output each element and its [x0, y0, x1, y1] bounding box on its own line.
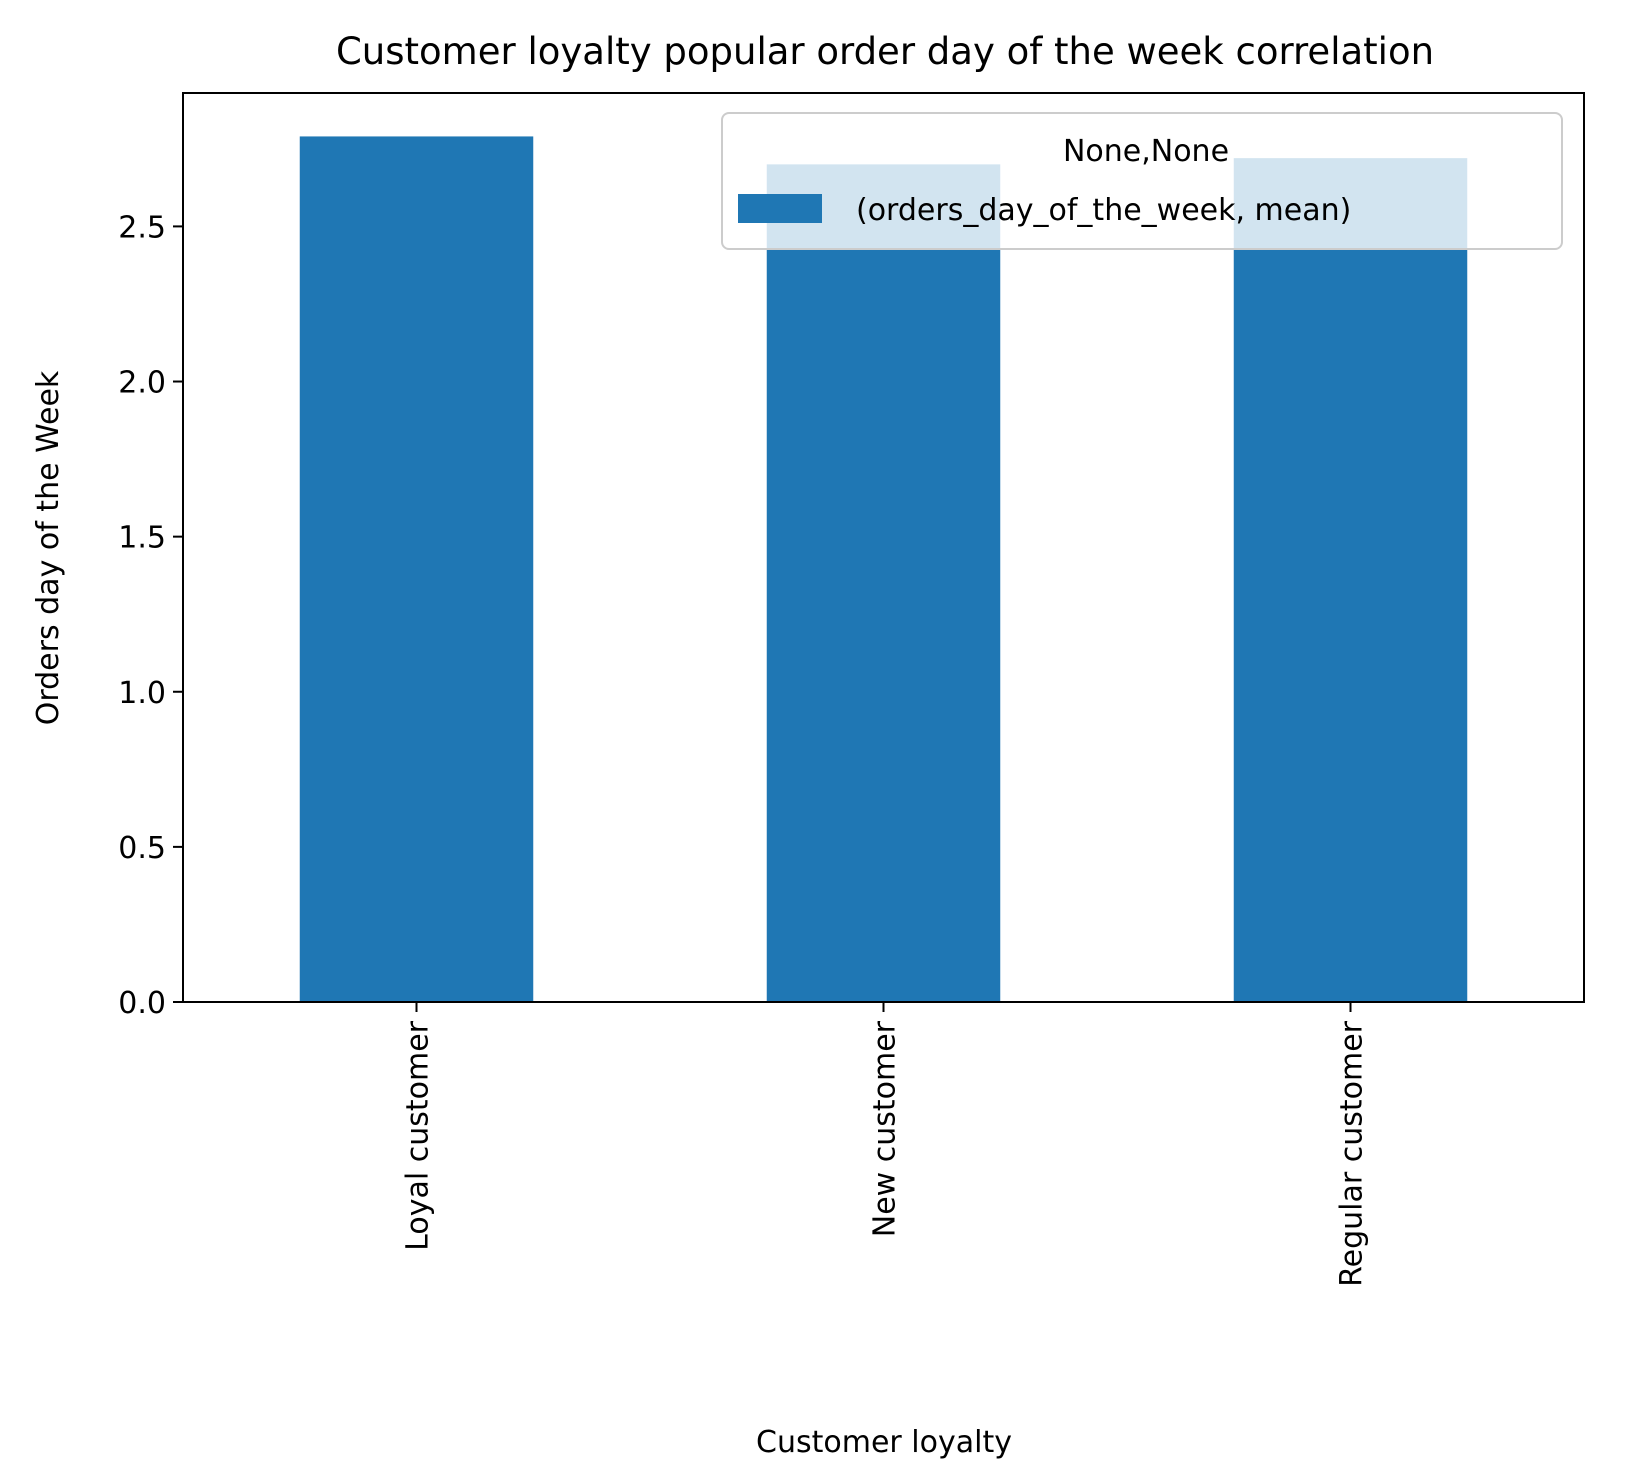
y-axis: 0.0 0.5 1.0 1.5 2.0 2.5: [118, 210, 183, 1021]
x-tick-label: Regular customer: [1335, 1020, 1370, 1287]
legend-swatch: [738, 194, 822, 223]
x-axis: Loyal customer New customer Regular custom…: [401, 1002, 1370, 1287]
y-axis-label: Orders day of the Week: [31, 370, 66, 725]
x-tick-label: Loyal customer: [401, 1020, 436, 1250]
y-tick-label: 0.5: [118, 831, 166, 866]
y-tick-label: 2.0: [118, 366, 166, 401]
y-tick-label: 1.0: [118, 676, 166, 711]
bar: [299, 136, 534, 1002]
plot-frame: [182, 92, 1585, 1003]
y-tick-label: 0.0: [118, 986, 166, 1021]
y-tick-label: 2.5: [118, 210, 166, 245]
x-tick-label: New customer: [868, 1020, 903, 1237]
bar: [766, 164, 1001, 1003]
legend-title: None,None: [1063, 134, 1229, 169]
bars-group: [299, 136, 1468, 1003]
legend: None,None (orders_day_of_the_week, mean): [721, 112, 1563, 250]
legend-box: [721, 112, 1563, 250]
y-tick-label: 1.5: [118, 521, 166, 556]
legend-entry-label: (orders_day_of_the_week, mean): [856, 193, 1351, 228]
x-axis-label: Customer loyalty: [756, 1425, 1012, 1460]
chart-title: Customer loyalty popular order day of th…: [336, 30, 1434, 73]
bar: [1233, 158, 1468, 1002]
